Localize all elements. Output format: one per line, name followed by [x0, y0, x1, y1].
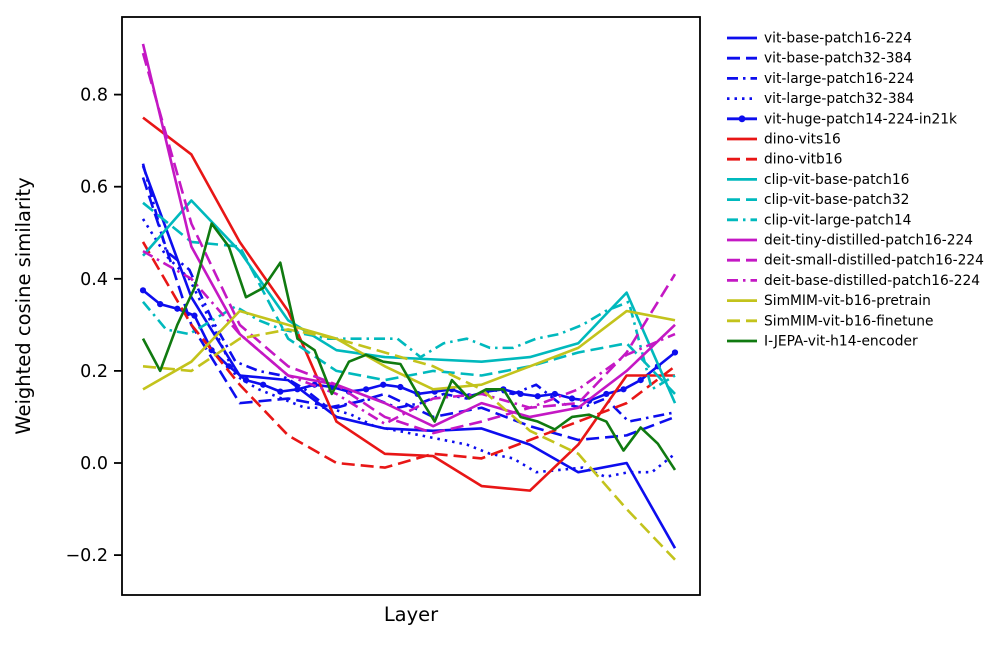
series-marker — [260, 381, 267, 388]
series-line-vit-large-patch16-224 — [141, 163, 676, 423]
series-marker — [534, 393, 541, 400]
series-line-clip-vit-base-patch32 — [142, 201, 676, 395]
series-line-dino-vits16 — [142, 116, 675, 492]
series-line-clip-vit-base-patch16 — [142, 199, 677, 404]
series-line-vit-base-patch32-384 — [141, 177, 676, 442]
legend-label: dino-vits16 — [764, 132, 841, 148]
series-marker — [551, 390, 558, 398]
legend-label: vit-large-patch32-384 — [764, 91, 914, 107]
series-lines — [139, 43, 679, 561]
series-marker — [362, 386, 370, 393]
legend-label: deit-base-distilled-patch16-224 — [764, 273, 980, 289]
x-axis-label: Layer — [384, 603, 439, 626]
series-marker — [380, 381, 387, 388]
series-line-clip-vit-large-patch14 — [142, 300, 676, 391]
plot-frame — [121, 16, 701, 596]
series-marker — [620, 386, 627, 393]
series-marker — [225, 363, 232, 370]
y-tick-label: −0.2 — [66, 546, 109, 566]
legend-item-dino-vitb16: dino-vitb16 — [727, 152, 842, 168]
legend-item-clip-vit-base-patch32: clip-vit-base-patch32 — [727, 192, 909, 208]
legend-label: SimMIM-vit-b16-pretrain — [764, 293, 931, 309]
series-marker — [671, 349, 679, 356]
legend-item-SimMIM-vit-b16-pretrain: SimMIM-vit-b16-pretrain — [727, 293, 931, 309]
series-line-SimMIM-vit-b16-finetune — [142, 328, 676, 561]
series-marker — [637, 377, 644, 384]
legend-label: deit-tiny-distilled-patch16-224 — [764, 233, 973, 249]
legend-label: vit-huge-patch14-224-in21k — [764, 111, 957, 127]
legend-label: vit-base-patch16-224 — [764, 31, 912, 47]
series-marker — [277, 388, 284, 395]
series-line-I-JEPA-vit-h14-encoder — [141, 222, 677, 471]
series-marker — [157, 301, 164, 308]
series-marker — [603, 390, 610, 398]
series-marker — [139, 287, 147, 294]
y-tick-label: 0.0 — [80, 454, 108, 474]
legend-item-deit-base-distilled-patch16-224: deit-base-distilled-patch16-224 — [727, 273, 980, 289]
series-marker — [242, 377, 250, 384]
legend-item-vit-large-patch16-224: vit-large-patch16-224 — [727, 71, 914, 87]
legend: vit-base-patch16-224 vit-base-patch32-384… — [727, 31, 984, 350]
legend-label: clip-vit-base-patch32 — [764, 192, 909, 208]
legend-item-vit-huge-patch14-224-in21k: vit-huge-patch14-224-in21k — [727, 111, 957, 127]
legend-item-SimMIM-vit-b16-finetune: SimMIM-vit-b16-finetune — [727, 313, 934, 329]
legend-item-clip-vit-base-patch16: clip-vit-base-patch16 — [727, 172, 909, 188]
legend-item-deit-tiny-distilled-patch16-224: deit-tiny-distilled-patch16-224 — [727, 233, 973, 249]
y-axis-ticks: 0.8 0.6 0.4 0.2 0.0 −0.2 — [66, 86, 122, 566]
series-marker — [191, 312, 198, 319]
y-tick-label: 0.4 — [80, 270, 108, 290]
series-marker — [294, 386, 301, 393]
legend-item-vit-large-patch32-384: vit-large-patch32-384 — [727, 91, 914, 107]
legend-label: clip-vit-large-patch14 — [764, 212, 911, 228]
legend-item-deit-small-distilled-patch16-224: deit-small-distilled-patch16-224 — [727, 253, 984, 269]
legend-item-clip-vit-large-patch14: clip-vit-large-patch14 — [727, 212, 911, 228]
series-line-deit-small-distilled-patch16-224 — [141, 52, 677, 435]
y-tick-label: 0.8 — [80, 86, 108, 106]
legend-marker-sample — [738, 115, 746, 123]
legend-label: I-JEPA-vit-h14-encoder — [764, 334, 918, 350]
legend-item-I-JEPA-vit-h14-encoder: I-JEPA-vit-h14-encoder — [727, 334, 918, 350]
y-tick-label: 0.6 — [80, 178, 108, 198]
series-marker — [174, 305, 181, 312]
legend-label: SimMIM-vit-b16-finetune — [764, 313, 934, 329]
legend-label: dino-vitb16 — [764, 152, 842, 168]
legend-item-vit-base-patch32-384: vit-base-patch32-384 — [727, 51, 912, 67]
series-line-dino-vitb16 — [141, 241, 676, 469]
series-line-vit-base-patch16-224 — [141, 165, 677, 549]
series-marker — [568, 395, 576, 402]
series-marker — [397, 383, 404, 391]
legend-item-vit-base-patch16-224: vit-base-patch16-224 — [727, 31, 912, 47]
legend-label: deit-small-distilled-patch16-224 — [764, 253, 984, 269]
legend-label: vit-base-patch32-384 — [764, 51, 912, 67]
series-marker — [517, 390, 524, 398]
y-axis-label: Weighted cosine similarity — [12, 177, 35, 434]
legend-label: vit-large-patch16-224 — [764, 71, 914, 87]
y-tick-label: 0.2 — [80, 362, 108, 382]
legend-item-dino-vits16: dino-vits16 — [727, 132, 841, 148]
legend-label: clip-vit-base-patch16 — [764, 172, 909, 188]
